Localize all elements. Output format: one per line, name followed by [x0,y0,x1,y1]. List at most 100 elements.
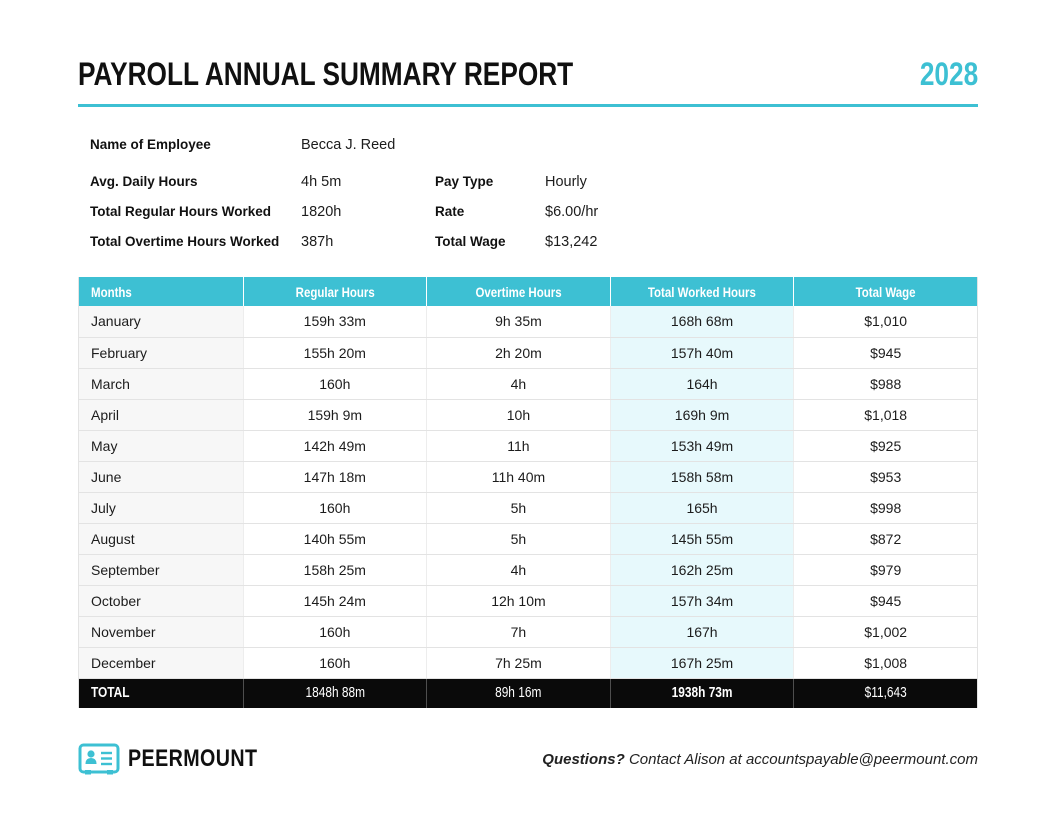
cell-regular-hours: 155h 20m [243,337,428,369]
page-title: PAYROLL ANNUAL SUMMARY REPORT [78,56,682,93]
cell-regular-hours: 140h 55m [243,523,428,555]
total-overtime-hours-label: Total Overtime Hours Worked [90,234,280,249]
cell-total-wage: $979 [793,554,978,586]
cell-overtime-hours: 9h 35m [426,306,611,338]
employee-name-label: Name of Employee [90,137,211,152]
cell-overtime-hours: 5h [426,492,611,524]
cell-month: June [78,461,244,493]
payroll-table-head: Months Regular Hours Overtime Hours Tota… [78,277,978,306]
cell-total-wage: $988 [793,368,978,400]
cell-overtime-hours: 2h 20m [426,337,611,369]
total-row: TOTAL 1848h 88m 89h 16m 1938h 73m $11,643 [78,678,978,708]
monthly-table-wrap: Months Regular Hours Overtime Hours Tota… [78,277,978,708]
info-row-overtime-hours: Total Overtime Hours Worked 387h Total W… [90,232,978,252]
table-row: June 147h 18m 11h 40m 158h 58m $953 [78,461,978,493]
brand-name: PEERMOUNT [128,745,258,772]
avg-daily-hours-value: 4h 5m [301,174,342,190]
cell-total-wage: $1,018 [793,399,978,431]
total-wage-value: $13,242 [545,234,598,250]
cell-overtime-hours: 7h [426,616,611,648]
cell-month: April [78,399,244,431]
total-cell-total-worked-hours: 1938h 73m [610,678,795,708]
employee-name-value: Becca J. Reed [301,137,396,153]
column-header-overtime-hours: Overtime Hours [426,277,611,306]
total-wage-label: Total Wage [435,234,506,249]
cell-regular-hours: 147h 18m [243,461,428,493]
cell-month: October [78,585,244,617]
cell-month: December [78,647,244,679]
cell-total-worked-hours: 167h 25m [610,647,795,679]
cell-overtime-hours: 7h 25m [426,647,611,679]
cell-total-wage: $1,002 [793,616,978,648]
cell-total-wage: $1,010 [793,306,978,338]
questions-label: Questions? [542,750,625,768]
cell-total-worked-hours: 157h 34m [610,585,795,617]
cell-total-worked-hours: 158h 58m [610,461,795,493]
total-cell-total-wage: $11,643 [793,678,978,708]
pay-type-label: Pay Type [435,174,494,189]
cell-month: May [78,430,244,462]
cell-total-worked-hours: 168h 68m [610,306,795,338]
cell-total-wage: $925 [793,430,978,462]
table-row: November 160h 7h 167h $1,002 [78,616,978,648]
contact-text: Contact Alison at accountspayable@peermo… [624,750,978,768]
total-cell-month: TOTAL [78,678,244,708]
cell-regular-hours: 142h 49m [243,430,428,462]
info-row-daily-hours: Avg. Daily Hours 4h 5m Pay Type Hourly [90,172,978,192]
column-header-total-worked-hours: Total Worked Hours [610,277,795,306]
cell-total-wage: $945 [793,585,978,617]
cell-regular-hours: 160h [243,492,428,524]
contact-note: Questions? Contact Alison at accountspay… [542,751,978,768]
pay-type-value: Hourly [545,174,587,190]
table-row: January 159h 33m 9h 35m 168h 68m $1,010 [78,306,978,338]
table-row: May 142h 49m 11h 153h 49m $925 [78,430,978,462]
column-header-regular-hours: Regular Hours [243,277,428,306]
cell-total-wage: $1,008 [793,647,978,679]
cell-total-worked-hours: 165h [610,492,795,524]
table-row: July 160h 5h 165h $998 [78,492,978,524]
total-cell-regular-hours: 1848h 88m [243,678,428,708]
cell-overtime-hours: 5h [426,523,611,555]
report-year-text: 2028 [919,56,978,92]
cell-regular-hours: 145h 24m [243,585,428,617]
table-row: March 160h 4h 164h $988 [78,368,978,400]
cell-total-wage: $998 [793,492,978,524]
table-row: April 159h 9m 10h 169h 9m $1,018 [78,399,978,431]
payroll-table-body: January 159h 33m 9h 35m 168h 68m $1,010 Febru… [78,306,978,708]
table-row: September 158h 25m 4h 162h 25m $979 [78,554,978,586]
report-year: 2028 [907,56,978,93]
table-row: December 160h 7h 25m 167h 25m $1,008 [78,647,978,679]
payroll-table: Months Regular Hours Overtime Hours Tota… [78,277,978,708]
cell-regular-hours: 160h [243,368,428,400]
table-row: August 140h 55m 5h 145h 55m $872 [78,523,978,555]
cell-total-worked-hours: 164h [610,368,795,400]
info-row-regular-hours: Total Regular Hours Worked 1820h Rate $6… [90,202,978,222]
cell-total-worked-hours: 145h 55m [610,523,795,555]
cell-total-worked-hours: 167h [610,616,795,648]
column-header-months: Months [78,277,244,306]
total-regular-hours-label: Total Regular Hours Worked [90,204,272,219]
cell-regular-hours: 158h 25m [243,554,428,586]
table-row: October 145h 24m 12h 10m 157h 34m $945 [78,585,978,617]
cell-month: February [78,337,244,369]
brand-logo: PEERMOUNT [78,742,286,776]
header-row: Months Regular Hours Overtime Hours Tota… [78,277,978,306]
cell-overtime-hours: 4h [426,554,611,586]
cell-overtime-hours: 11h 40m [426,461,611,493]
cell-month: November [78,616,244,648]
cell-month: September [78,554,244,586]
cell-total-worked-hours: 157h 40m [610,337,795,369]
cell-total-wage: $953 [793,461,978,493]
cell-overtime-hours: 12h 10m [426,585,611,617]
cell-total-wage: $872 [793,523,978,555]
cell-total-worked-hours: 153h 49m [610,430,795,462]
employee-name-row: Name of Employee Becca J. Reed [90,135,978,155]
avg-daily-hours-label: Avg. Daily Hours [90,174,198,189]
cell-regular-hours: 159h 33m [243,306,428,338]
id-card-icon [78,743,120,775]
cell-overtime-hours: 10h [426,399,611,431]
cell-month: March [78,368,244,400]
cell-regular-hours: 160h [243,616,428,648]
report-header: PAYROLL ANNUAL SUMMARY REPORT 2028 [78,56,978,107]
